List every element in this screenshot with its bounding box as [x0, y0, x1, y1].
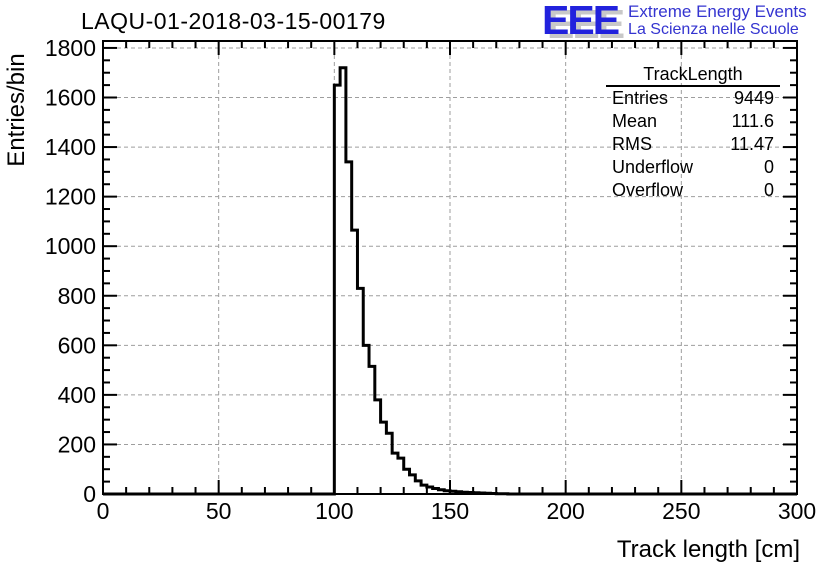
stats-label: Overflow — [612, 180, 684, 200]
histogram-path — [103, 66, 797, 496]
y-tick-label: 400 — [58, 382, 96, 408]
y-tick-label: 1400 — [45, 134, 96, 160]
y-tick-label: 1800 — [45, 35, 96, 61]
stats-value: 0 — [763, 180, 774, 200]
stats-row: Entries 9449 — [606, 87, 780, 110]
stats-value: 111.6 — [731, 111, 774, 131]
stats-label: Underflow — [612, 157, 694, 177]
stats-value: 0 — [763, 157, 774, 177]
y-tick-label: 600 — [58, 332, 96, 358]
y-axis-title: Entries/bin — [3, 53, 30, 166]
eee-logo-text: Extreme Energy Events La Scienza nelle S… — [628, 2, 807, 39]
eee-logo-acronym: EEE — [542, 0, 620, 43]
x-tick-label: 50 — [206, 498, 232, 524]
stats-row: Overflow 0 — [606, 179, 780, 202]
gridlines — [103, 41, 797, 494]
logo-line1: Extreme Energy Events — [628, 2, 807, 21]
histogram-line — [103, 66, 797, 496]
stats-label: RMS — [612, 134, 652, 154]
y-tick-label: 1600 — [45, 85, 96, 111]
stats-value: 11.47 — [730, 134, 774, 154]
axis-tick-labels: 0 50 100 150 200 250 300 0 200 400 600 800 1000 1200 1… — [45, 35, 816, 524]
eee-logo: EEE Extreme Energy Events La Scienza nel… — [542, 0, 807, 43]
stats-label: Entries — [612, 88, 669, 108]
stats-box-title: TrackLength — [606, 63, 780, 87]
stats-box: TrackLength Entries 9449 Mean 111.6 RMS … — [606, 63, 780, 202]
stats-row: Underflow 0 — [606, 156, 780, 179]
y-tick-label: 1000 — [45, 233, 96, 259]
logo-line2: La Scienza nelle Scuole — [628, 21, 799, 38]
plot-title: LAQU-01-2018-03-15-00179 — [81, 8, 386, 34]
stats-row: RMS 11.47 — [606, 133, 780, 156]
y-tick-label: 800 — [58, 283, 96, 309]
x-tick-label: 200 — [546, 498, 584, 524]
y-tick-label: 1200 — [45, 184, 96, 210]
x-tick-label: 0 — [97, 498, 110, 524]
stats-label: Mean — [612, 111, 658, 131]
x-tick-label: 300 — [778, 498, 816, 524]
y-tick-label: 0 — [83, 481, 96, 507]
stats-row: Mean 111.6 — [606, 110, 780, 133]
x-tick-label: 100 — [315, 498, 353, 524]
y-tick-label: 200 — [58, 431, 96, 457]
x-tick-label: 250 — [662, 498, 700, 524]
x-axis-title: Track length [cm] — [617, 536, 800, 563]
stats-value: 9449 — [733, 88, 774, 108]
x-tick-label: 150 — [431, 498, 469, 524]
